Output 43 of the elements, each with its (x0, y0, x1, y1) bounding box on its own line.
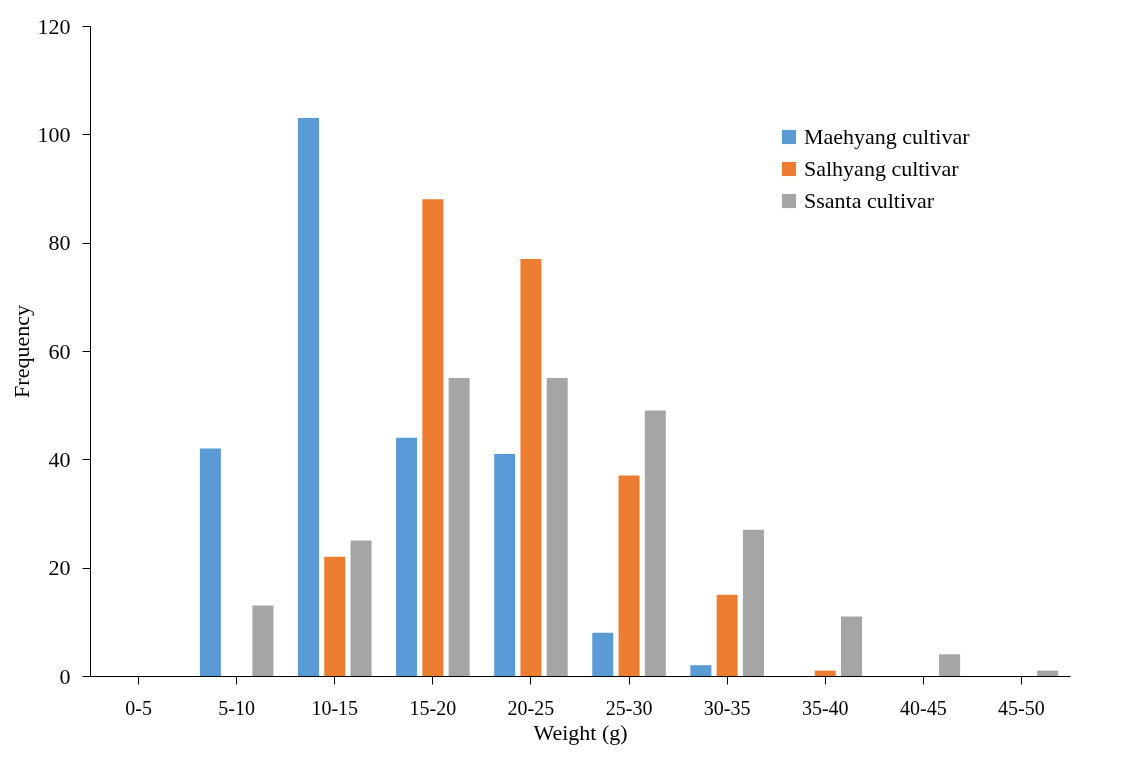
bar (520, 258, 542, 676)
y-tick-label: 40 (48, 446, 71, 472)
y-tick-label: 120 (37, 13, 71, 39)
bar (324, 556, 346, 676)
x-axis-title: Weight (g) (533, 719, 628, 745)
y-axis-title: Frequency (8, 305, 34, 398)
bar (814, 670, 836, 676)
x-tick-label: 40-45 (900, 696, 947, 719)
y-tick-label: 60 (48, 338, 71, 364)
x-tick-label: 20-25 (507, 696, 555, 719)
bar (1037, 670, 1059, 676)
x-tick-label: 0-5 (125, 696, 152, 719)
bar (939, 654, 961, 676)
legend-label: Maehyang cultivar (804, 124, 971, 149)
x-tick-label: 45-50 (998, 696, 1045, 719)
bar (199, 448, 221, 676)
bar (350, 540, 372, 676)
x-tick-label: 30-35 (703, 696, 751, 719)
y-tick-label: 100 (37, 121, 71, 147)
bar (592, 632, 614, 676)
bar (618, 475, 640, 676)
bar (422, 199, 444, 676)
bar (448, 378, 470, 676)
y-tick-label: 0 (59, 663, 71, 689)
x-tick-label: 25-30 (605, 696, 653, 719)
y-tick-label: 80 (48, 230, 71, 256)
bar (494, 453, 516, 676)
bar (742, 529, 764, 676)
legend-label: Salhyang cultivar (804, 156, 960, 181)
bar (644, 410, 666, 676)
bar (546, 378, 568, 676)
bar (690, 665, 712, 676)
bar (716, 594, 738, 676)
y-tick-label: 20 (48, 555, 71, 581)
x-tick-label: 10-15 (311, 696, 359, 719)
x-tick-label: 5-10 (218, 696, 255, 719)
bar (297, 118, 319, 676)
bar (841, 616, 863, 676)
legend-label: Ssanta cultivar (804, 188, 935, 213)
x-tick-label: 35-40 (801, 696, 849, 719)
bar (396, 437, 418, 676)
x-tick-label: 15-20 (409, 696, 457, 719)
bar (252, 605, 274, 676)
